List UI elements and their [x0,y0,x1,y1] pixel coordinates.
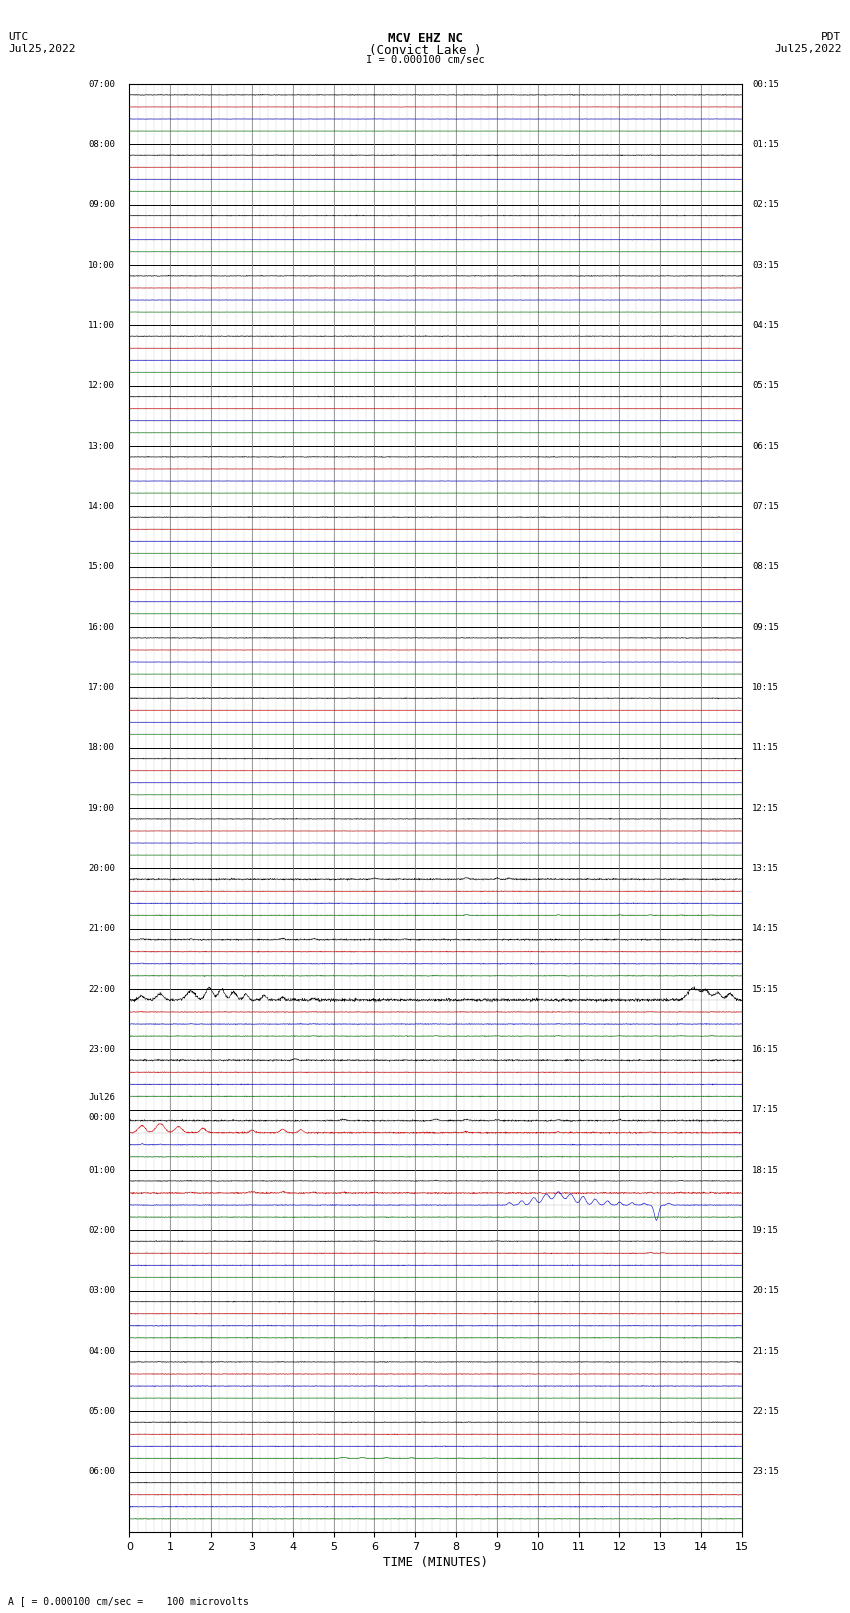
Text: 23:15: 23:15 [752,1468,779,1476]
Text: 14:00: 14:00 [88,502,116,511]
Text: 20:00: 20:00 [88,865,116,873]
Text: 09:15: 09:15 [752,623,779,632]
Text: 21:00: 21:00 [88,924,116,934]
Text: 01:00: 01:00 [88,1166,116,1174]
Text: 10:00: 10:00 [88,261,116,269]
Text: 22:00: 22:00 [88,984,116,994]
Text: 12:15: 12:15 [752,803,779,813]
Text: 06:15: 06:15 [752,442,779,450]
Text: 00:15: 00:15 [752,79,779,89]
Text: 20:15: 20:15 [752,1286,779,1295]
Text: 02:15: 02:15 [752,200,779,210]
Text: 07:00: 07:00 [88,79,116,89]
Text: PDT: PDT [821,32,842,42]
Text: 04:15: 04:15 [752,321,779,331]
Text: 04:00: 04:00 [88,1347,116,1355]
Text: 21:15: 21:15 [752,1347,779,1355]
Text: 17:00: 17:00 [88,682,116,692]
Text: 08:15: 08:15 [752,563,779,571]
Text: 11:00: 11:00 [88,321,116,331]
Text: 19:15: 19:15 [752,1226,779,1236]
Text: 18:00: 18:00 [88,744,116,752]
Text: 13:00: 13:00 [88,442,116,450]
Text: 03:00: 03:00 [88,1286,116,1295]
Text: Jul25,2022: Jul25,2022 [8,44,76,53]
Text: (Convict Lake ): (Convict Lake ) [369,44,481,56]
Text: 14:15: 14:15 [752,924,779,934]
Text: 05:15: 05:15 [752,381,779,390]
Text: 03:15: 03:15 [752,261,779,269]
Text: 15:00: 15:00 [88,563,116,571]
Text: 06:00: 06:00 [88,1468,116,1476]
Text: 01:15: 01:15 [752,140,779,148]
Text: 08:00: 08:00 [88,140,116,148]
Text: 09:00: 09:00 [88,200,116,210]
Text: 07:15: 07:15 [752,502,779,511]
Text: 11:15: 11:15 [752,744,779,752]
Text: 19:00: 19:00 [88,803,116,813]
Text: 00:00: 00:00 [88,1113,116,1121]
Text: 02:00: 02:00 [88,1226,116,1236]
Text: Jul26: Jul26 [88,1094,116,1103]
Text: A [ = 0.000100 cm/sec =    100 microvolts: A [ = 0.000100 cm/sec = 100 microvolts [8,1597,249,1607]
Text: 05:00: 05:00 [88,1407,116,1416]
Text: 22:15: 22:15 [752,1407,779,1416]
Text: 12:00: 12:00 [88,381,116,390]
Text: Jul25,2022: Jul25,2022 [774,44,842,53]
Text: 13:15: 13:15 [752,865,779,873]
Text: 23:00: 23:00 [88,1045,116,1053]
Text: 17:15: 17:15 [752,1105,779,1115]
Text: MCV EHZ NC: MCV EHZ NC [388,32,462,45]
Text: 10:15: 10:15 [752,682,779,692]
Text: UTC: UTC [8,32,29,42]
Text: 15:15: 15:15 [752,984,779,994]
Text: 18:15: 18:15 [752,1166,779,1174]
X-axis label: TIME (MINUTES): TIME (MINUTES) [383,1557,488,1569]
Text: 16:00: 16:00 [88,623,116,632]
Text: I = 0.000100 cm/sec: I = 0.000100 cm/sec [366,55,484,65]
Text: 16:15: 16:15 [752,1045,779,1053]
